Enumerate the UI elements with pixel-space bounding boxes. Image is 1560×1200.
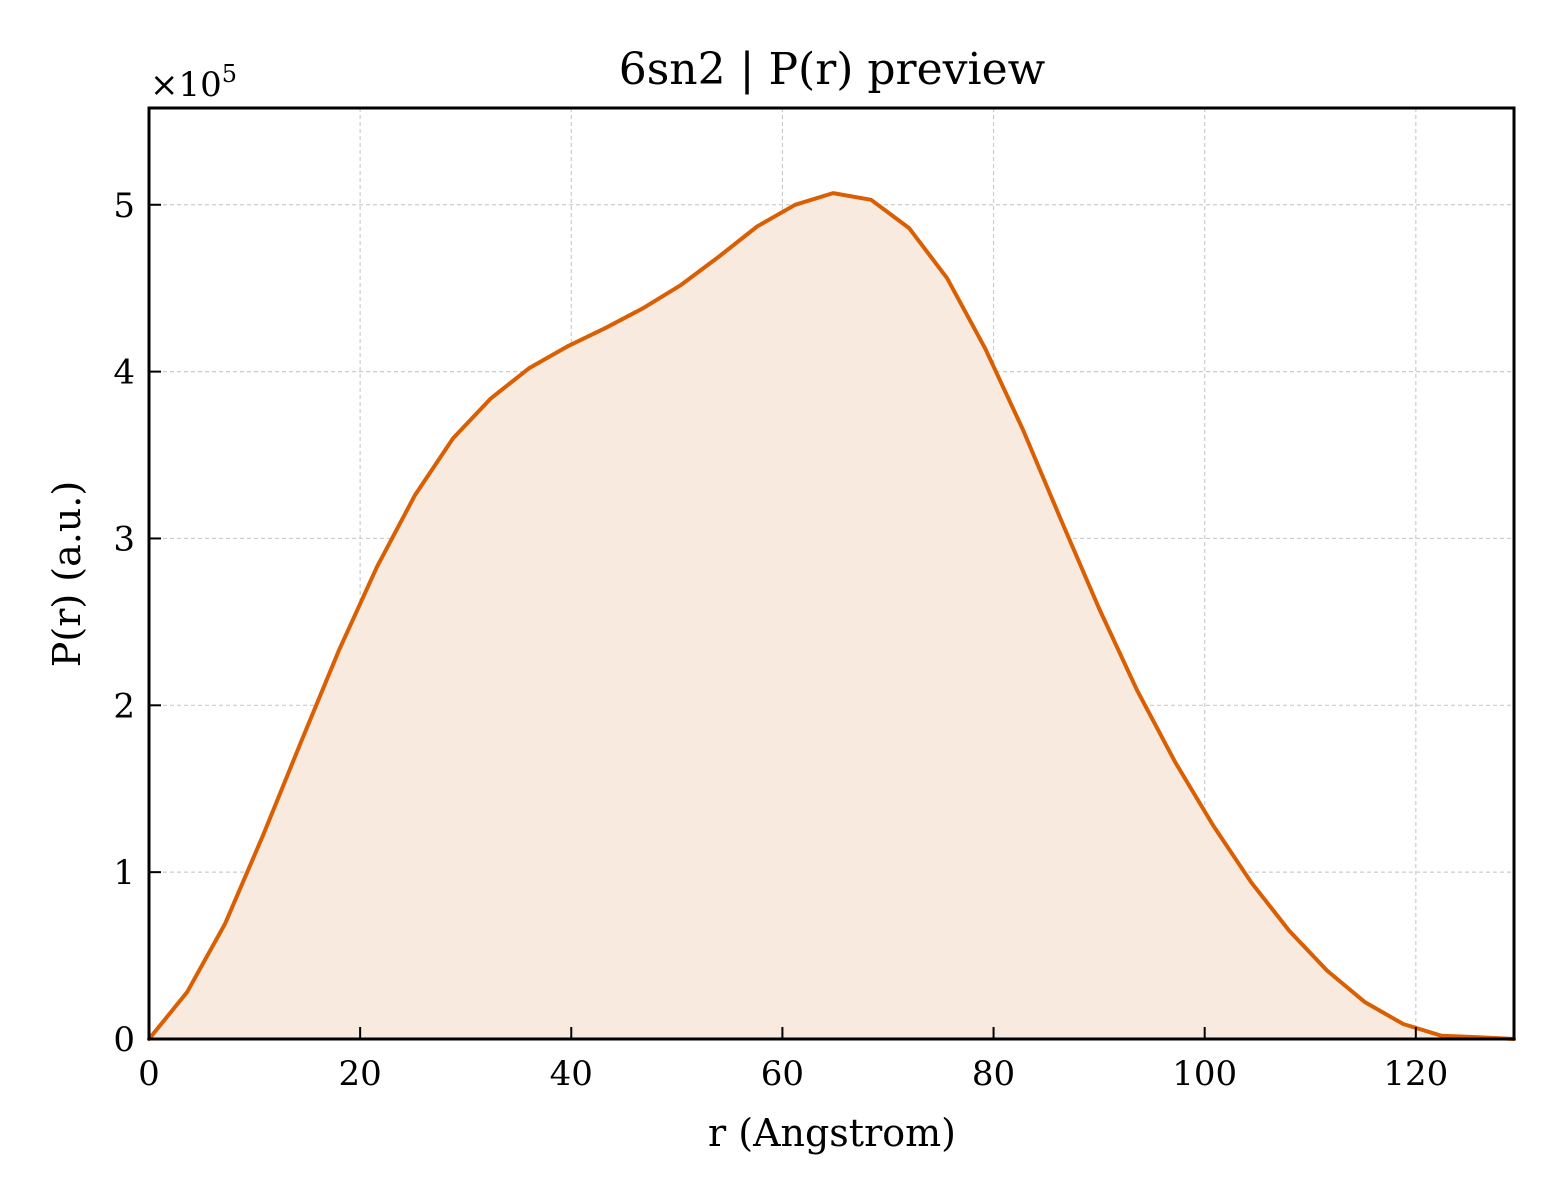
- plot-frame: [147, 106, 1516, 1041]
- x-tick-label: 60: [761, 1054, 804, 1094]
- area-fill: [149, 193, 1514, 1040]
- x-tick-label: 100: [1172, 1054, 1237, 1094]
- y-tick-label: 2: [113, 686, 135, 726]
- y-tick-label: 3: [113, 519, 135, 559]
- x-tick-label: 0: [138, 1054, 160, 1094]
- x-tick-label: 20: [339, 1054, 382, 1094]
- x-tick-label: 80: [972, 1054, 1015, 1094]
- y-axis-multiplier-base: ×10: [150, 65, 222, 105]
- x-axis-label: r (Angstrom): [708, 1111, 956, 1155]
- chart-title: 6sn2 | P(r) preview: [619, 44, 1046, 95]
- y-tick-label: 5: [113, 186, 135, 226]
- y-axis-multiplier: ×105: [150, 60, 237, 105]
- y-tick-label: 4: [113, 353, 135, 393]
- y-axis-ticks: 0 1 2 3 4 5: [113, 186, 161, 1060]
- x-tick-label: 40: [550, 1054, 593, 1094]
- x-axis-ticks: 0 20 40 60 80 100 120: [138, 1027, 1448, 1094]
- y-tick-label: 0: [113, 1020, 135, 1060]
- series-line: [147, 191, 1516, 1041]
- x-tick-label: 120: [1383, 1054, 1448, 1094]
- y-axis-label: P(r) (a.u.): [45, 481, 89, 667]
- y-tick-label: 1: [113, 853, 135, 893]
- y-axis-multiplier-exponent: 5: [222, 60, 237, 88]
